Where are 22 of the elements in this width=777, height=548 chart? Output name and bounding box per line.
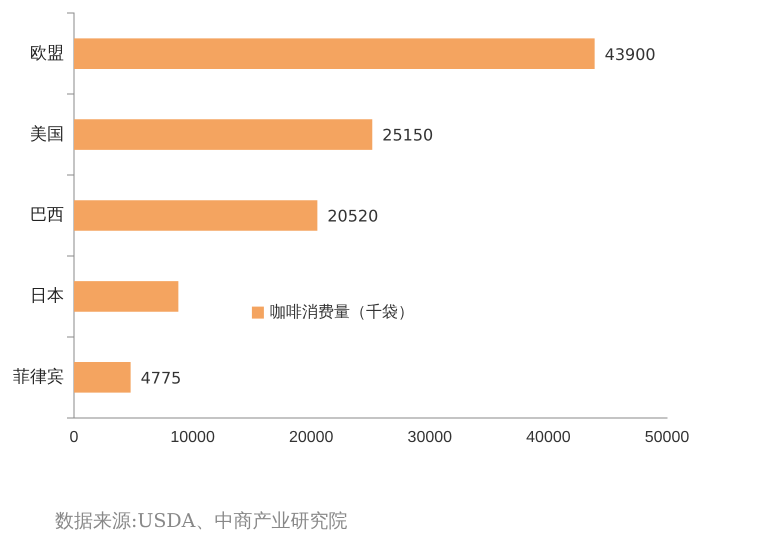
legend-label: 咖啡消费量（千袋） <box>270 302 414 321</box>
y-tick-label: 菲律宾 <box>13 367 64 386</box>
source-note: 数据来源:USDA、中商产业研究院 <box>55 509 348 534</box>
y-tick-label: 巴西 <box>30 205 64 224</box>
text: 4775 <box>140 368 182 388</box>
y-tick-label: 日本 <box>30 286 64 306</box>
y-tick-label: 美国 <box>30 124 64 144</box>
x-tick-label: 40000 <box>526 428 571 446</box>
y-tick-label: 欧盟 <box>30 43 64 62</box>
x-tick-label: 0 <box>70 428 79 446</box>
text: 20520 <box>327 206 378 226</box>
bar <box>74 281 178 312</box>
x-tick-label: 50000 <box>644 428 690 446</box>
bar <box>74 38 595 69</box>
text: 43900 <box>604 44 656 64</box>
x-tick-label: 10000 <box>170 428 215 446</box>
x-tick-label: 20000 <box>288 428 334 446</box>
bar <box>74 200 318 231</box>
bar <box>74 362 131 393</box>
text: 25150 <box>382 126 434 145</box>
x-tick-label: 30000 <box>408 428 452 446</box>
bar <box>74 119 372 150</box>
